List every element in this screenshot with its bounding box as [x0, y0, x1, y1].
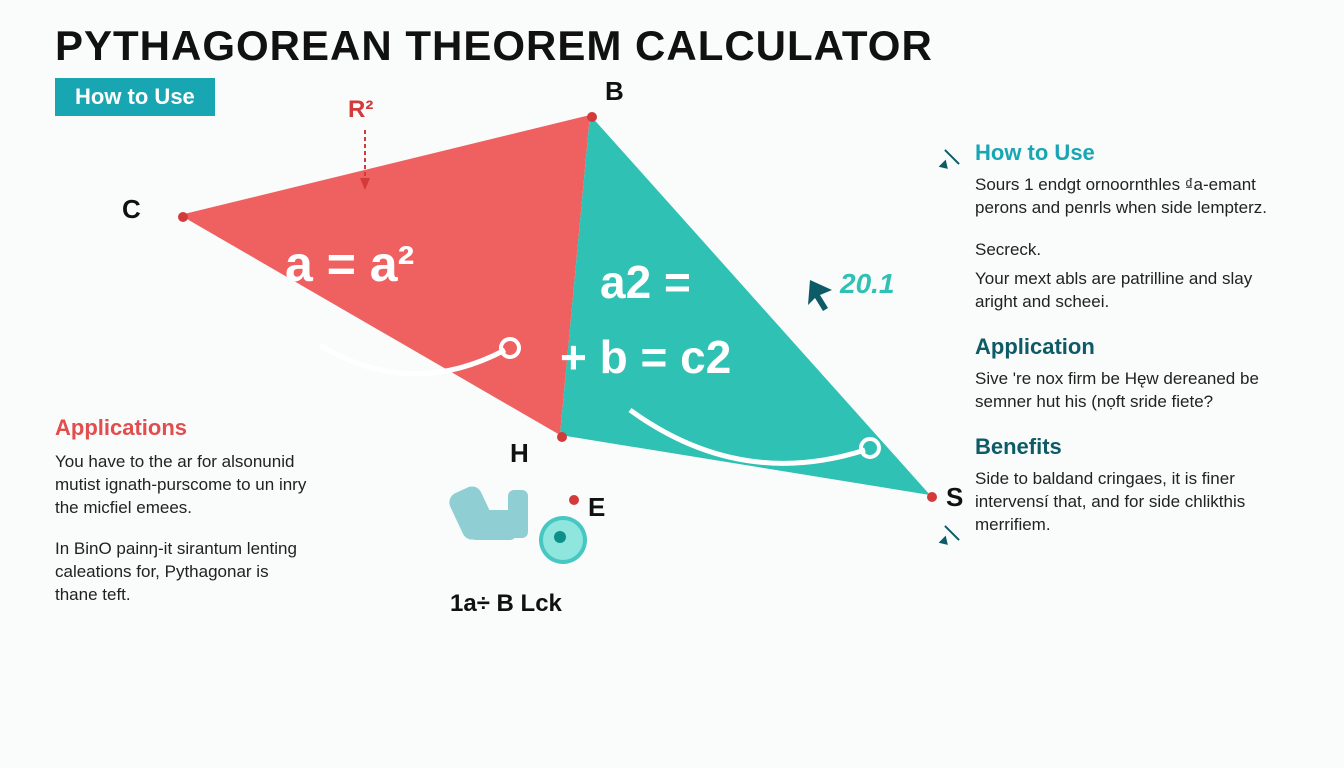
applications-p1: You have to the ar for alsonunid mutist … — [55, 451, 315, 520]
page-title: PYTHAGOREAN THEOREM CALCULATOR — [55, 22, 933, 70]
vertex-h: H — [510, 438, 529, 469]
howto-p2: Your mext abls are patrilline and slay a… — [975, 268, 1295, 314]
application-p: Sive 're nox firm be Hęw dereaned be sem… — [975, 368, 1295, 414]
formula-teal-line2: + b = c2 — [560, 330, 731, 384]
applications-p2: In BinO painŋ-it sirantum lenting caleat… — [55, 538, 315, 607]
arrow-icon — [939, 520, 965, 546]
howto-heading: How to Use — [975, 140, 1295, 166]
r-squared-label: R² — [348, 96, 373, 124]
formula-red: a = a² — [285, 235, 414, 293]
bottom-caption: 1a÷ B Lck — [450, 590, 562, 618]
vertex-b: B — [605, 76, 624, 107]
cursor-icon — [808, 280, 832, 311]
vertex-dot — [587, 112, 597, 122]
right-column: How to Use Sours 1 endgt ornoornthles ₫a… — [975, 140, 1295, 556]
howto-sub: Secreck. — [975, 240, 1295, 260]
vertex-s: S — [946, 482, 963, 513]
vertex-dot — [557, 432, 567, 442]
benefits-heading: Benefits — [975, 434, 1295, 460]
vertex-dot — [569, 495, 579, 505]
applications-heading: Applications — [55, 415, 315, 441]
vertex-dot — [927, 492, 937, 502]
arrow-icon — [939, 144, 965, 170]
left-column: Applications You have to the ar for also… — [55, 415, 315, 625]
application-heading: Application — [975, 334, 1295, 360]
side-value: 20.1 — [840, 268, 895, 300]
vertex-c: C — [122, 194, 141, 225]
vertex-e: E — [588, 492, 605, 523]
vertex-dot — [178, 212, 188, 222]
tool-icon — [446, 483, 587, 564]
howto-p1: Sours 1 endgt ornoornthles ₫a-emant pero… — [975, 174, 1295, 220]
formula-teal-line1: a2 = — [600, 255, 691, 309]
benefits-p: Side to baldand cringaes, it is finer in… — [975, 468, 1295, 537]
